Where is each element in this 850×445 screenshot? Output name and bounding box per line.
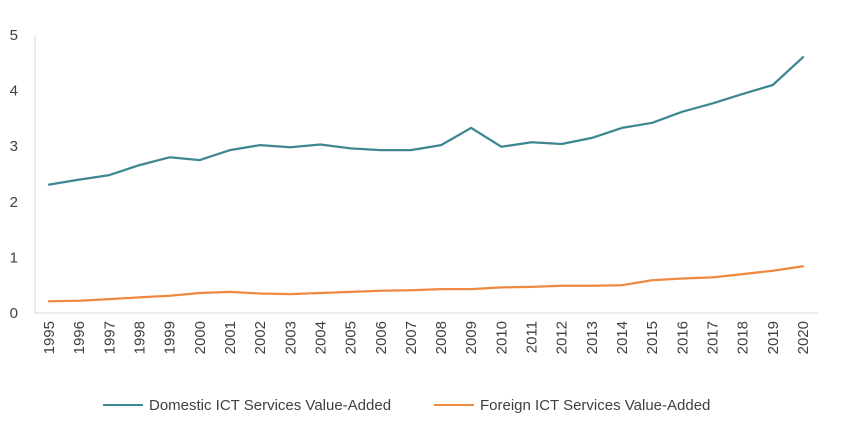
legend-item-domestic: Domestic ICT Services Value-Added [103, 395, 391, 415]
x-tick-label: 1995 [41, 321, 58, 354]
x-tick-label: 2019 [765, 321, 782, 354]
x-tick-label: 2017 [705, 321, 722, 354]
x-tick-label: 2012 [554, 321, 571, 354]
y-tick-label: 2 [10, 194, 18, 211]
x-axis-ticks: 1995 1996 1997 1998 1999 2000 2001 2002 2003 2004… [41, 321, 812, 354]
x-tick-label: 2004 [312, 321, 329, 354]
x-tick-label: 2018 [735, 321, 752, 354]
legend-label-domestic: Domestic ICT Services Value-Added [149, 396, 392, 414]
x-tick-label: 1998 [131, 321, 148, 354]
series-line-domestic [47, 56, 805, 186]
y-tick-label: 3 [10, 138, 18, 155]
x-tick-label: 2006 [373, 321, 390, 354]
y-tick-label: 4 [10, 83, 18, 100]
y-tick-label: 0 [10, 305, 18, 322]
x-tick-label: 2015 [644, 321, 661, 354]
x-tick-label: 2014 [614, 321, 631, 354]
x-tick-label: 2002 [252, 321, 269, 354]
legend: Domestic ICT Services Value-Added Foreig… [0, 395, 850, 419]
x-tick-label: 1996 [71, 321, 88, 354]
x-tick-label: 2020 [795, 321, 812, 354]
x-tick-label: 2011 [524, 321, 541, 353]
line-chart: 0 1 2 3 4 5 1995 1996 1997 1998 1999 2000 2001 2002 2… [10, 27, 818, 354]
x-tick-label: 2001 [222, 321, 239, 354]
x-tick-label: 2005 [343, 321, 360, 354]
x-tick-label: 2007 [403, 321, 420, 354]
legend-label-foreign: Foreign ICT Services Value-Added [480, 396, 711, 414]
x-tick-label: 2008 [433, 321, 450, 354]
x-tick-label: 2013 [584, 321, 601, 354]
x-tick-label: 1997 [101, 321, 118, 354]
y-tick-label: 5 [10, 27, 18, 44]
legend-item-foreign: Foreign ICT Services Value-Added [434, 395, 710, 415]
series-layer [47, 56, 805, 303]
y-tick-label: 1 [10, 249, 18, 266]
series-line-foreign [47, 265, 805, 303]
x-tick-label: 2003 [282, 321, 299, 354]
x-tick-label: 1999 [162, 321, 179, 354]
legend-swatch-domestic [103, 404, 143, 406]
x-tick-label: 2010 [493, 321, 510, 354]
x-tick-label: 2000 [192, 321, 209, 354]
x-tick-label: 2016 [674, 321, 691, 354]
legend-swatch-foreign [434, 404, 474, 406]
y-axis-ticks: 0 1 2 3 4 5 [10, 27, 18, 322]
x-tick-label: 2009 [463, 321, 480, 354]
